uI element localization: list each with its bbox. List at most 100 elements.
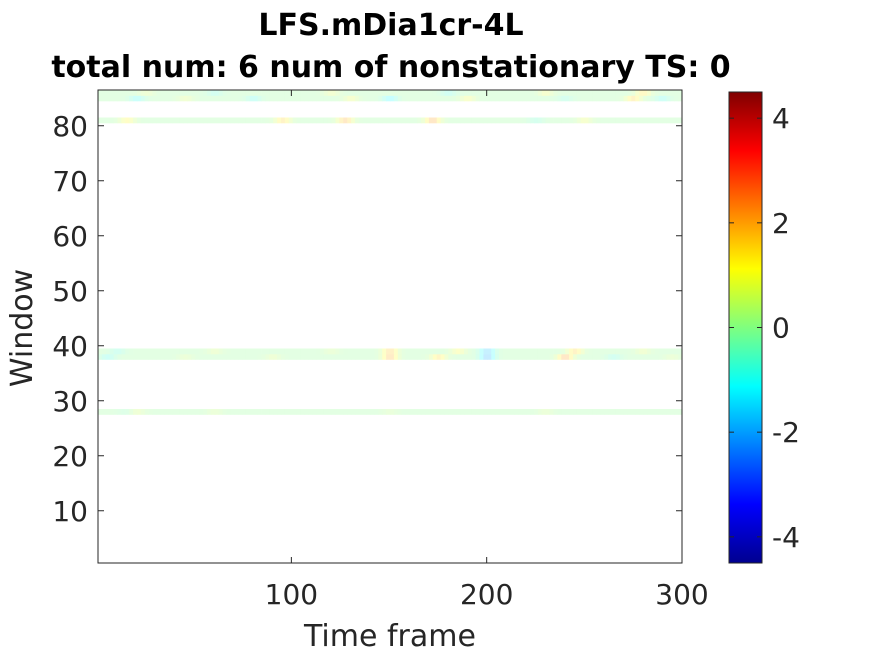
- heatmap-cell: [366, 90, 371, 96]
- heatmap-cell: [351, 95, 356, 102]
- heatmap-cell: [242, 354, 247, 360]
- heatmap-cell: [650, 354, 656, 360]
- heatmap-cell: [284, 348, 290, 355]
- heatmap-cell: [588, 348, 593, 355]
- heatmap-cell: [358, 90, 364, 96]
- y-tick-label: 40: [52, 330, 88, 363]
- heatmap-cell: [658, 117, 663, 124]
- heatmap-cell: [467, 95, 473, 102]
- heatmap-cell: [183, 95, 188, 102]
- heatmap-cell: [214, 95, 220, 102]
- heatmap-cell: [171, 409, 177, 415]
- heatmap-cell: [187, 95, 192, 102]
- heatmap-cell: [273, 95, 278, 102]
- heatmap-cell: [323, 348, 329, 355]
- heatmap-cell: [277, 90, 282, 96]
- heatmap-cell: [230, 95, 235, 102]
- heatmap-cell: [572, 409, 578, 415]
- heatmap-cell: [164, 409, 169, 415]
- heatmap-cell: [148, 354, 153, 360]
- heatmap-cell: [483, 409, 488, 415]
- heatmap-cell: [179, 348, 185, 355]
- heatmap-cell: [129, 90, 134, 96]
- heatmap-cell: [230, 409, 235, 415]
- heatmap-cell: [98, 90, 103, 96]
- heatmap-cell: [339, 117, 344, 124]
- heatmap-cell: [319, 95, 325, 102]
- heatmap-cell: [600, 90, 605, 96]
- heatmap-cell: [339, 95, 344, 102]
- heatmap-cell: [257, 348, 262, 355]
- heatmap-cell: [432, 348, 438, 355]
- heatmap-cell: [343, 117, 348, 124]
- heatmap-cell: [463, 354, 469, 360]
- heatmap-cell: [658, 95, 663, 102]
- heatmap-cell: [390, 95, 395, 102]
- heatmap-cell: [436, 90, 442, 96]
- heatmap-cell: [631, 348, 636, 355]
- heatmap-cell: [234, 409, 239, 415]
- heatmap-cell: [534, 95, 539, 102]
- heatmap-cell: [510, 348, 515, 355]
- heatmap-cell: [463, 117, 469, 124]
- heatmap-cell: [499, 90, 504, 96]
- heatmap-cell: [257, 95, 262, 102]
- heatmap-row-window-86: [98, 90, 683, 96]
- y-tick-label: 70: [52, 165, 88, 198]
- heatmap-cell: [452, 95, 457, 102]
- heatmap-cell: [635, 95, 640, 102]
- heatmap-cell: [584, 348, 589, 355]
- heatmap-cell: [164, 117, 169, 124]
- heatmap-cell: [207, 354, 212, 360]
- heatmap-cell: [234, 348, 239, 355]
- y-tick-label: 30: [52, 385, 88, 418]
- heatmap-cell: [588, 90, 593, 96]
- heatmap-cell: [98, 117, 103, 124]
- heatmap-cell: [390, 354, 395, 360]
- heatmap-cell: [432, 354, 438, 360]
- heatmap-cell: [432, 409, 438, 415]
- heatmap-cell: [351, 90, 356, 96]
- heatmap-cell: [440, 348, 445, 355]
- heatmap-cell: [339, 90, 344, 96]
- heatmap-cell: [168, 409, 173, 415]
- heatmap-cell: [140, 348, 146, 355]
- heatmap-cell: [203, 409, 208, 415]
- heatmap-cell: [199, 354, 204, 360]
- heatmap-cell: [265, 90, 270, 96]
- heatmap-cell: [569, 354, 574, 360]
- heatmap-cell: [136, 409, 142, 415]
- heatmap-cell: [475, 90, 480, 96]
- heatmap-cell: [374, 348, 379, 355]
- heatmap-cell: [98, 409, 103, 415]
- heatmap-cell: [428, 90, 434, 96]
- heatmap-cell: [619, 95, 624, 102]
- heatmap-cell: [670, 95, 675, 102]
- heatmap-cell: [140, 354, 146, 360]
- heatmap-cell: [495, 409, 500, 415]
- heatmap-cell: [210, 409, 216, 415]
- heatmap-cell: [425, 354, 430, 360]
- heatmap-cell: [171, 348, 177, 355]
- heatmap-cell: [327, 90, 332, 96]
- heatmap-cell: [113, 409, 118, 415]
- heatmap-cell: [304, 117, 309, 124]
- heatmap-cell: [358, 348, 364, 355]
- heatmap-cell: [101, 348, 107, 355]
- heatmap-cell: [331, 348, 336, 355]
- heatmap-cell: [646, 348, 652, 355]
- heatmap-cell: [222, 95, 227, 102]
- heatmap-cell: [561, 90, 566, 96]
- heatmap-cell: [109, 409, 114, 415]
- heatmap-cell: [670, 409, 675, 415]
- heatmap-cell: [666, 117, 671, 124]
- heatmap-cell: [230, 90, 235, 96]
- heatmap-cell: [580, 409, 586, 415]
- heatmap-cell: [129, 354, 134, 360]
- heatmap-cell: [242, 90, 247, 96]
- heatmap-cell: [199, 409, 204, 415]
- heatmap-cell: [382, 90, 387, 96]
- heatmap-cell: [405, 95, 410, 102]
- heatmap-cell: [549, 95, 554, 102]
- heatmap-cell: [366, 409, 371, 415]
